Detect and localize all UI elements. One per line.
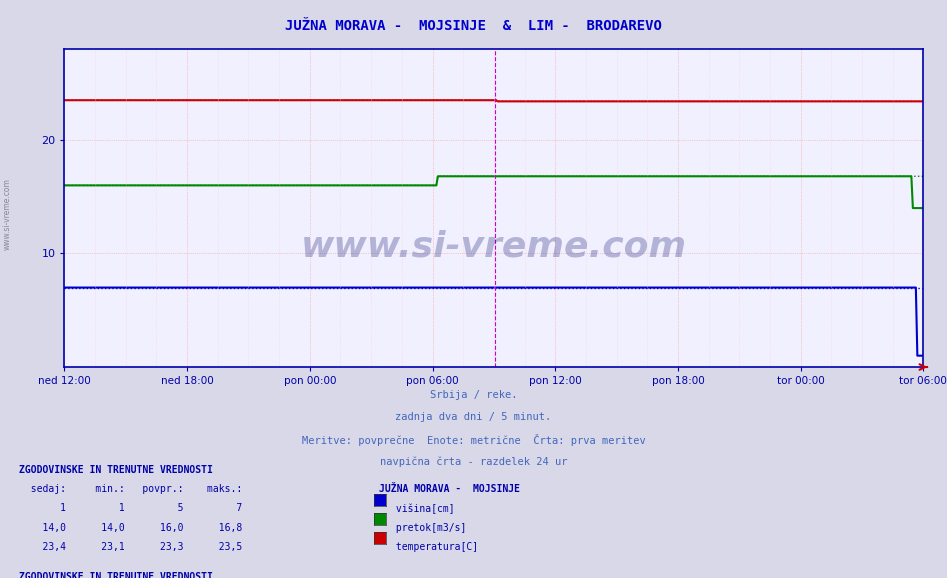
Text: pretok[m3/s]: pretok[m3/s]	[390, 523, 467, 532]
Text: JUŽNA MORAVA -  MOJSINJE  &  LIM -  BRODAREVO: JUŽNA MORAVA - MOJSINJE & LIM - BRODAREV…	[285, 19, 662, 33]
Text: www.si-vreme.com: www.si-vreme.com	[301, 229, 687, 263]
Text: ZGODOVINSKE IN TRENUTNE VREDNOSTI: ZGODOVINSKE IN TRENUTNE VREDNOSTI	[19, 465, 213, 475]
Text: višina[cm]: višina[cm]	[390, 503, 455, 514]
Text: zadnja dva dni / 5 minut.: zadnja dva dni / 5 minut.	[396, 412, 551, 422]
Text: Meritve: povprečne  Enote: metrične  Črta: prva meritev: Meritve: povprečne Enote: metrične Črta:…	[302, 434, 645, 446]
Text: temperatura[C]: temperatura[C]	[390, 542, 478, 551]
Text: www.si-vreme.com: www.si-vreme.com	[3, 178, 12, 250]
Text: 1         1         5         7: 1 1 5 7	[19, 503, 242, 513]
Text: 14,0      14,0      16,0      16,8: 14,0 14,0 16,0 16,8	[19, 523, 242, 532]
Text: 23,4      23,1      23,3      23,5: 23,4 23,1 23,3 23,5	[19, 542, 242, 551]
Text: navpična črta - razdelek 24 ur: navpična črta - razdelek 24 ur	[380, 456, 567, 466]
Text: Srbija / reke.: Srbija / reke.	[430, 390, 517, 400]
Text: ZGODOVINSKE IN TRENUTNE VREDNOSTI: ZGODOVINSKE IN TRENUTNE VREDNOSTI	[19, 572, 213, 578]
Text: JUŽNA MORAVA -  MOJSINJE: JUŽNA MORAVA - MOJSINJE	[379, 484, 520, 494]
Text: sedaj:     min.:   povpr.:    maks.:: sedaj: min.: povpr.: maks.:	[19, 484, 242, 494]
